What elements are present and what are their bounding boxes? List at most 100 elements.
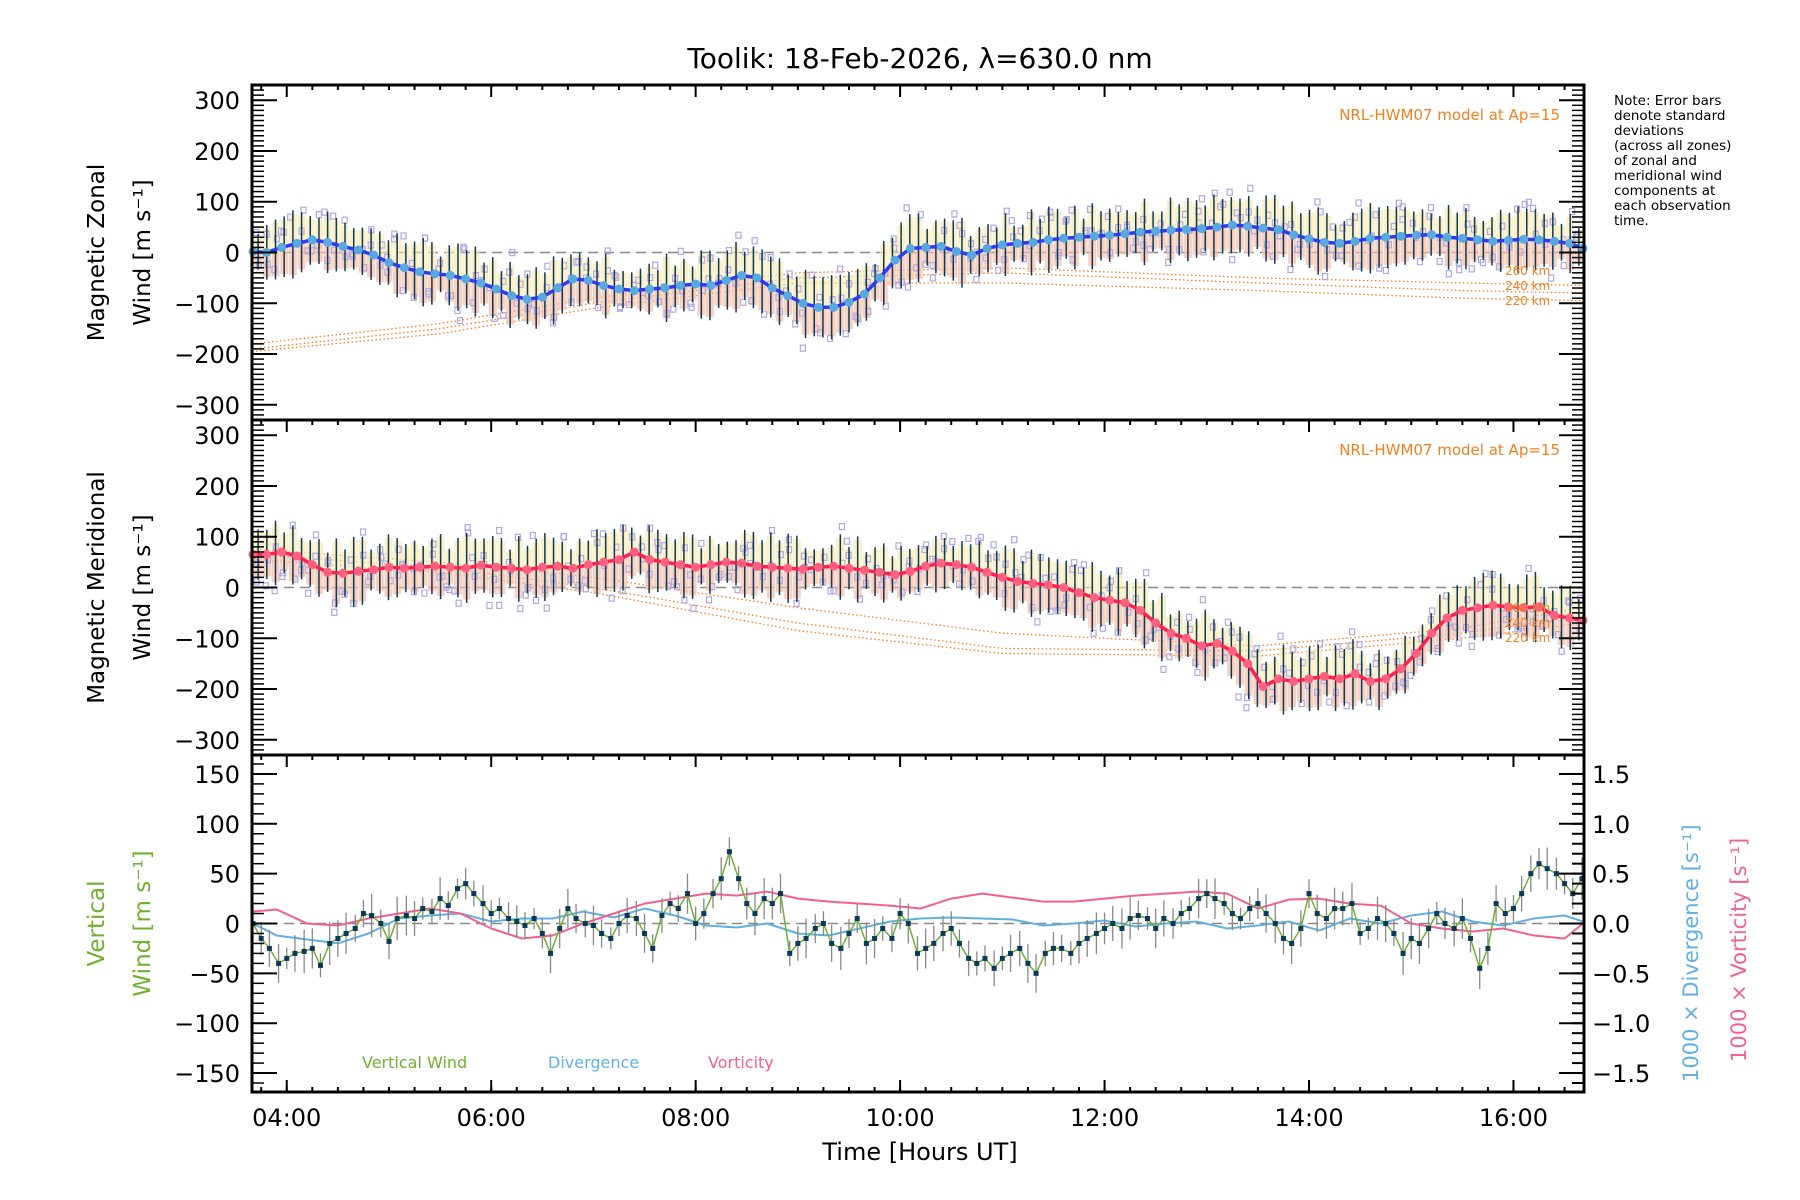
wind-point	[1565, 613, 1575, 623]
x-tick-label: 04:00	[252, 1104, 321, 1132]
vertical-wind-point	[1289, 940, 1295, 946]
wind-point	[783, 291, 793, 301]
zone-point	[1010, 233, 1017, 241]
wind-point	[1519, 603, 1529, 613]
zone-point	[1192, 659, 1199, 667]
wind-point	[798, 298, 808, 308]
wind-point	[737, 558, 747, 568]
wind-point	[1028, 578, 1038, 588]
chart-title: Toolik: 18-Feb-2026, λ=630.0 nm	[686, 42, 1152, 75]
vertical-wind-point	[1017, 945, 1023, 951]
wind-point	[1243, 659, 1253, 669]
zone-point	[533, 307, 541, 315]
zone-point	[699, 286, 707, 294]
zone-point	[1157, 220, 1164, 228]
wind-point	[1197, 224, 1207, 234]
y-tick-label: −50	[189, 960, 240, 988]
zone-point	[1051, 573, 1058, 581]
zone-point	[1392, 682, 1399, 690]
zone-point	[573, 258, 580, 266]
vertical-wind-point	[1365, 925, 1371, 931]
wind-point	[491, 284, 501, 294]
zone-point	[951, 210, 958, 218]
wind-point	[583, 275, 593, 285]
zone-point	[315, 211, 322, 219]
vertical-wind-point	[710, 891, 716, 897]
error-bar-note: Note: Error bars denote standard deviati…	[1614, 93, 1732, 229]
wind-point	[1289, 676, 1299, 686]
altitude-label: 240 km	[1505, 616, 1550, 630]
zone-point	[1445, 270, 1452, 278]
zone-point	[464, 529, 472, 537]
wind-point	[1135, 227, 1145, 237]
zone-point	[1554, 631, 1562, 639]
zone-point	[836, 265, 844, 273]
vertical-wind-point	[1186, 906, 1192, 912]
vertical-wind-point	[547, 950, 553, 956]
vertical-wind-point	[599, 930, 605, 936]
vertical-wind-point	[488, 911, 494, 917]
wind-point	[476, 560, 486, 570]
y-tick-label: 300	[194, 422, 240, 450]
vertical-wind-point	[1323, 916, 1329, 922]
vertical-wind-point	[276, 960, 282, 966]
vertical-wind-point	[1008, 950, 1014, 956]
wind-point	[1043, 580, 1053, 590]
wind-point	[875, 273, 885, 283]
zone-point	[1186, 613, 1193, 621]
vertical-wind-point	[966, 955, 972, 961]
vertical-wind-point	[309, 945, 315, 951]
vertical-wind-point	[1084, 935, 1090, 941]
zone-point	[1349, 628, 1356, 636]
wind-point	[982, 243, 992, 253]
zone-point	[486, 601, 493, 610]
vorticity-line	[251, 890, 1584, 940]
vertical-wind-point	[982, 955, 988, 961]
y-tick-label: 100	[194, 811, 240, 839]
zone-point	[304, 589, 312, 597]
wind-point	[936, 241, 946, 251]
wind-point	[1427, 628, 1437, 638]
y-axis-label-line1: Magnetic Meridional	[84, 471, 110, 704]
panel-vertical: Vertical Wind Divergence Vorticity −1.5 −1.0…	[84, 753, 1751, 1166]
zone-point	[1356, 640, 1363, 649]
zone-point	[460, 243, 467, 251]
wind-point	[1074, 588, 1084, 598]
wind-point	[1442, 232, 1452, 242]
right-tick-label: 0.5	[1592, 861, 1630, 889]
vertical-wind-point	[284, 955, 290, 961]
zone-point	[864, 555, 872, 563]
wind-point	[1181, 225, 1191, 235]
zone-point	[1211, 189, 1218, 197]
zone-point	[879, 581, 886, 589]
wind-point	[1549, 236, 1559, 246]
wind-point	[369, 250, 379, 260]
wind-point	[445, 270, 455, 280]
wind-point	[982, 567, 992, 577]
zone-point	[395, 571, 402, 579]
zone-point	[768, 526, 776, 535]
zone-point	[1525, 198, 1532, 206]
zone-point	[670, 305, 677, 313]
wind-point	[323, 567, 333, 577]
zone-point	[1326, 698, 1333, 706]
vertical-wind-point	[1059, 945, 1065, 951]
zone-point	[973, 275, 980, 284]
wind-point	[752, 561, 762, 571]
vertical-wind-point	[394, 916, 400, 922]
vertical-wind-point	[787, 950, 793, 956]
zone-point	[341, 216, 348, 224]
y-tick-label: 300	[194, 87, 240, 115]
vertical-wind-point	[1247, 906, 1253, 912]
wind-point	[890, 255, 900, 265]
vertical-wind-point	[1349, 901, 1355, 907]
wind-point	[1166, 225, 1176, 235]
y-tick-label: −100	[174, 290, 240, 318]
y-tick-label: −200	[174, 676, 240, 704]
zone-point	[509, 249, 516, 257]
vertical-wind-point	[633, 916, 639, 922]
wind-point	[1289, 230, 1299, 240]
zone-point	[740, 544, 747, 553]
zone-point	[429, 550, 436, 558]
wind-point	[1059, 583, 1069, 592]
